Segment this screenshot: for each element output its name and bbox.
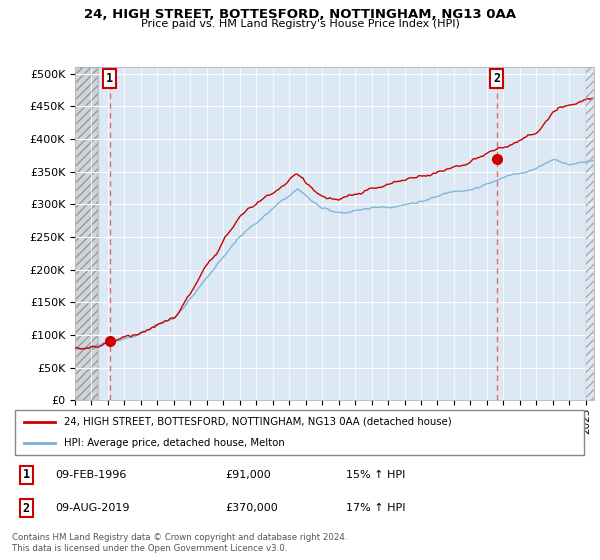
Bar <box>75 67 98 400</box>
Text: £370,000: £370,000 <box>225 503 278 513</box>
Bar <box>586 67 594 400</box>
Text: 09-FEB-1996: 09-FEB-1996 <box>55 470 127 479</box>
Text: 24, HIGH STREET, BOTTESFORD, NOTTINGHAM, NG13 0AA: 24, HIGH STREET, BOTTESFORD, NOTTINGHAM,… <box>84 8 516 21</box>
Text: 15% ↑ HPI: 15% ↑ HPI <box>346 470 406 479</box>
Text: Price paid vs. HM Land Registry's House Price Index (HPI): Price paid vs. HM Land Registry's House … <box>140 19 460 29</box>
Bar <box>75 67 98 400</box>
Text: £91,000: £91,000 <box>225 470 271 479</box>
Text: 1: 1 <box>23 468 30 481</box>
FancyBboxPatch shape <box>15 410 584 455</box>
Text: 1: 1 <box>106 72 113 85</box>
Text: Contains HM Land Registry data © Crown copyright and database right 2024.
This d: Contains HM Land Registry data © Crown c… <box>12 533 347 553</box>
Text: 24, HIGH STREET, BOTTESFORD, NOTTINGHAM, NG13 0AA (detached house): 24, HIGH STREET, BOTTESFORD, NOTTINGHAM,… <box>64 417 452 427</box>
Text: HPI: Average price, detached house, Melton: HPI: Average price, detached house, Melt… <box>64 438 284 448</box>
Text: 2: 2 <box>493 72 500 85</box>
Text: 2: 2 <box>23 502 30 515</box>
Text: 17% ↑ HPI: 17% ↑ HPI <box>346 503 406 513</box>
Text: 09-AUG-2019: 09-AUG-2019 <box>55 503 130 513</box>
